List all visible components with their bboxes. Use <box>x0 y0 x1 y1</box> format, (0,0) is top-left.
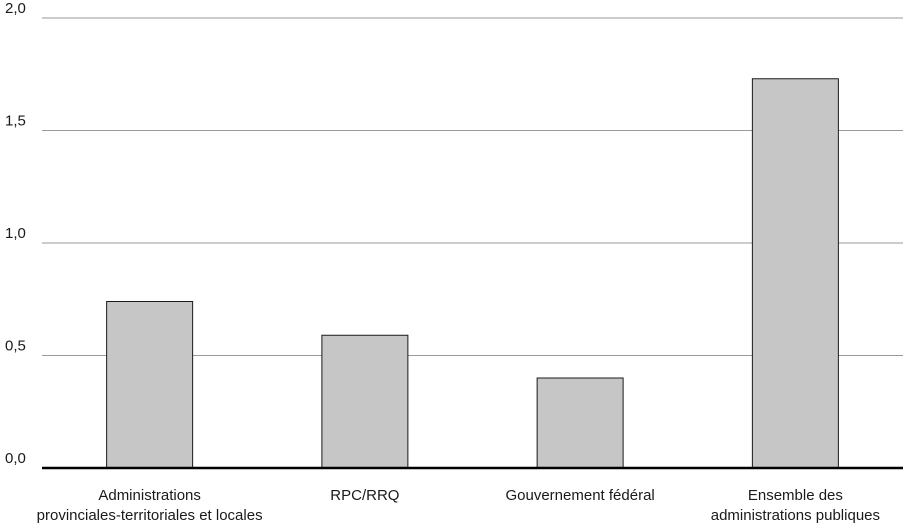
y-axis-ticks: 0,0 0,5 1,0 1,5 2,0 <box>5 0 26 467</box>
x-category-label: Gouvernement fédéral <box>505 487 654 504</box>
x-category-label: Administrations provinciales-territoriale… <box>37 487 263 524</box>
x-category-label: Ensemble des administrations publiques <box>711 487 880 524</box>
y-tick-label: 0,0 <box>5 450 26 467</box>
bar <box>321 334 409 469</box>
bars <box>106 78 839 469</box>
y-tick-label: 2,0 <box>5 0 26 17</box>
y-tick-label: 1,5 <box>5 113 26 130</box>
bar <box>751 78 839 469</box>
x-axis-labels: Administrations provinciales-territoriale… <box>37 487 880 524</box>
bar <box>536 377 624 469</box>
y-tick-label: 1,0 <box>5 225 26 242</box>
y-tick-label: 0,5 <box>5 338 26 355</box>
x-category-label: RPC/RRQ <box>330 487 399 504</box>
bar <box>106 301 194 469</box>
